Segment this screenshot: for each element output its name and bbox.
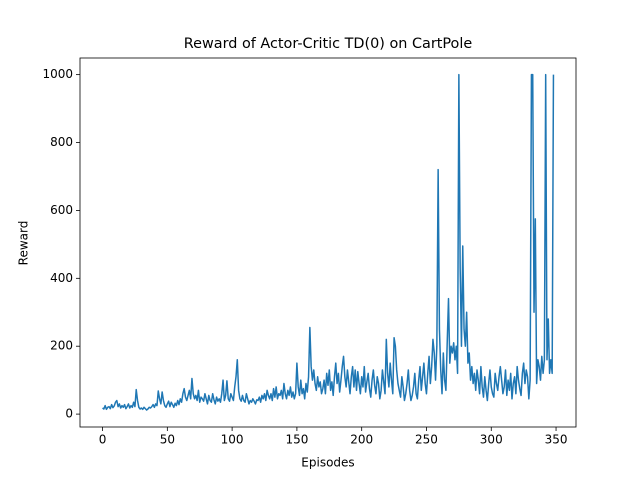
- y-tick-label: 600: [50, 203, 73, 217]
- y-tick-label: 200: [50, 339, 73, 353]
- y-axis-label: Reward: [17, 221, 31, 266]
- x-tick-label: 250: [415, 433, 438, 447]
- x-tick-label: 100: [221, 433, 244, 447]
- chart-title: Reward of Actor-Critic TD(0) on CartPole: [184, 36, 473, 52]
- plot-frame: [79, 57, 577, 428]
- x-tick-label: 150: [285, 433, 308, 447]
- x-tick-label: 200: [350, 433, 373, 447]
- x-tick-label: 50: [160, 433, 175, 447]
- x-tick-label: 350: [545, 433, 568, 447]
- y-tick-label: 400: [50, 271, 73, 285]
- y-tick-label: 800: [50, 135, 73, 149]
- x-tick-label: 0: [99, 433, 107, 447]
- data-line: [102, 73, 555, 411]
- x-axis-label: Episodes: [301, 456, 354, 470]
- y-tick-label: 0: [65, 407, 73, 421]
- x-tick-label: 300: [480, 433, 503, 447]
- y-tick-label: 1000: [42, 67, 73, 81]
